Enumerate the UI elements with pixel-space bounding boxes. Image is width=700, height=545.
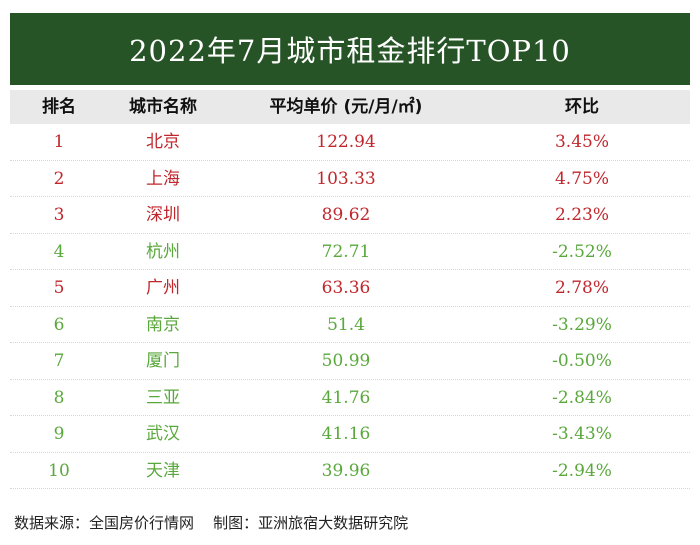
cell-city: 上海 [146, 168, 180, 189]
header-price: 平均单价 (元/月/㎡) [269, 97, 423, 117]
cell-ratio: -2.52% [552, 241, 612, 262]
table-body: 1 北京 122.94 3.45% 2 上海 103.33 4.75% 3 深圳 89.62 2.23… [10, 124, 690, 489]
cell-rank: 2 [53, 168, 65, 189]
cell-city: 天津 [146, 460, 180, 481]
table-row: 3 深圳 89.62 2.23% [10, 197, 690, 234]
cell-ratio: -3.43% [552, 424, 612, 444]
cell-ratio: -2.84% [552, 387, 612, 408]
cell-rank: 10 [48, 460, 70, 481]
cell-rank: 1 [53, 132, 65, 152]
cell-rank: 8 [53, 387, 65, 408]
cell-ratio: 2.23% [554, 205, 609, 225]
cell-price: 41.16 [321, 424, 371, 444]
table-title: 2022年7月城市租金排行TOP10 [10, 13, 690, 85]
cell-city: 南京 [146, 314, 180, 335]
cell-ratio: 3.45% [554, 132, 609, 152]
cell-city: 厦门 [146, 351, 180, 371]
cell-price: 39.96 [321, 460, 371, 481]
header-ratio: 环比 [565, 97, 599, 117]
cell-ratio: -0.50% [552, 351, 612, 371]
table-row: 9 武汉 41.16 -3.43% [10, 416, 690, 453]
cell-ratio: -3.29% [552, 314, 612, 335]
cell-rank: 4 [53, 241, 65, 262]
cell-price: 50.99 [321, 351, 371, 371]
cell-price: 41.76 [321, 387, 371, 408]
cell-city: 武汉 [146, 424, 180, 444]
cell-city: 三亚 [146, 387, 180, 408]
cell-price: 63.36 [321, 278, 371, 298]
cell-city: 北京 [146, 132, 180, 152]
table-row: 6 南京 51.4 -3.29% [10, 307, 690, 343]
table-row: 8 三亚 41.76 -2.84% [10, 380, 690, 416]
cell-ratio: -2.94% [552, 460, 612, 481]
cell-rank: 3 [53, 205, 65, 225]
table-header: 排名 城市名称 平均单价 (元/月/㎡) 环比 [10, 90, 690, 124]
cell-price: 122.94 [316, 132, 376, 152]
header-city: 城市名称 [129, 97, 197, 117]
cell-rank: 6 [53, 314, 65, 335]
table-row: 1 北京 122.94 3.45% [10, 124, 690, 161]
table-row: 2 上海 103.33 4.75% [10, 161, 690, 197]
cell-ratio: 2.78% [554, 278, 609, 298]
table-row: 4 杭州 72.71 -2.52% [10, 234, 690, 270]
footer-source: 数据来源：全国房价行情网 [14, 514, 195, 532]
cell-price: 103.33 [316, 168, 376, 189]
cell-city: 深圳 [146, 205, 180, 225]
table-row: 10 天津 39.96 -2.94% [10, 453, 690, 489]
cell-city: 广州 [146, 278, 180, 298]
header-rank: 排名 [42, 97, 76, 117]
footer: 数据来源：全国房价行情网 制图：亚洲旅宿大数据研究院 [14, 512, 408, 533]
cell-rank: 9 [53, 424, 65, 444]
cell-price: 51.4 [327, 314, 365, 335]
cell-price: 72.71 [321, 241, 371, 262]
cell-city: 杭州 [146, 241, 180, 262]
cell-rank: 7 [53, 351, 65, 371]
table-row: 7 厦门 50.99 -0.50% [10, 343, 690, 380]
footer-credit: 制图：亚洲旅宿大数据研究院 [213, 514, 409, 532]
cell-ratio: 4.75% [554, 168, 609, 189]
cell-rank: 5 [53, 278, 65, 298]
cell-price: 89.62 [321, 205, 371, 225]
table-row: 5 广州 63.36 2.78% [10, 270, 690, 307]
